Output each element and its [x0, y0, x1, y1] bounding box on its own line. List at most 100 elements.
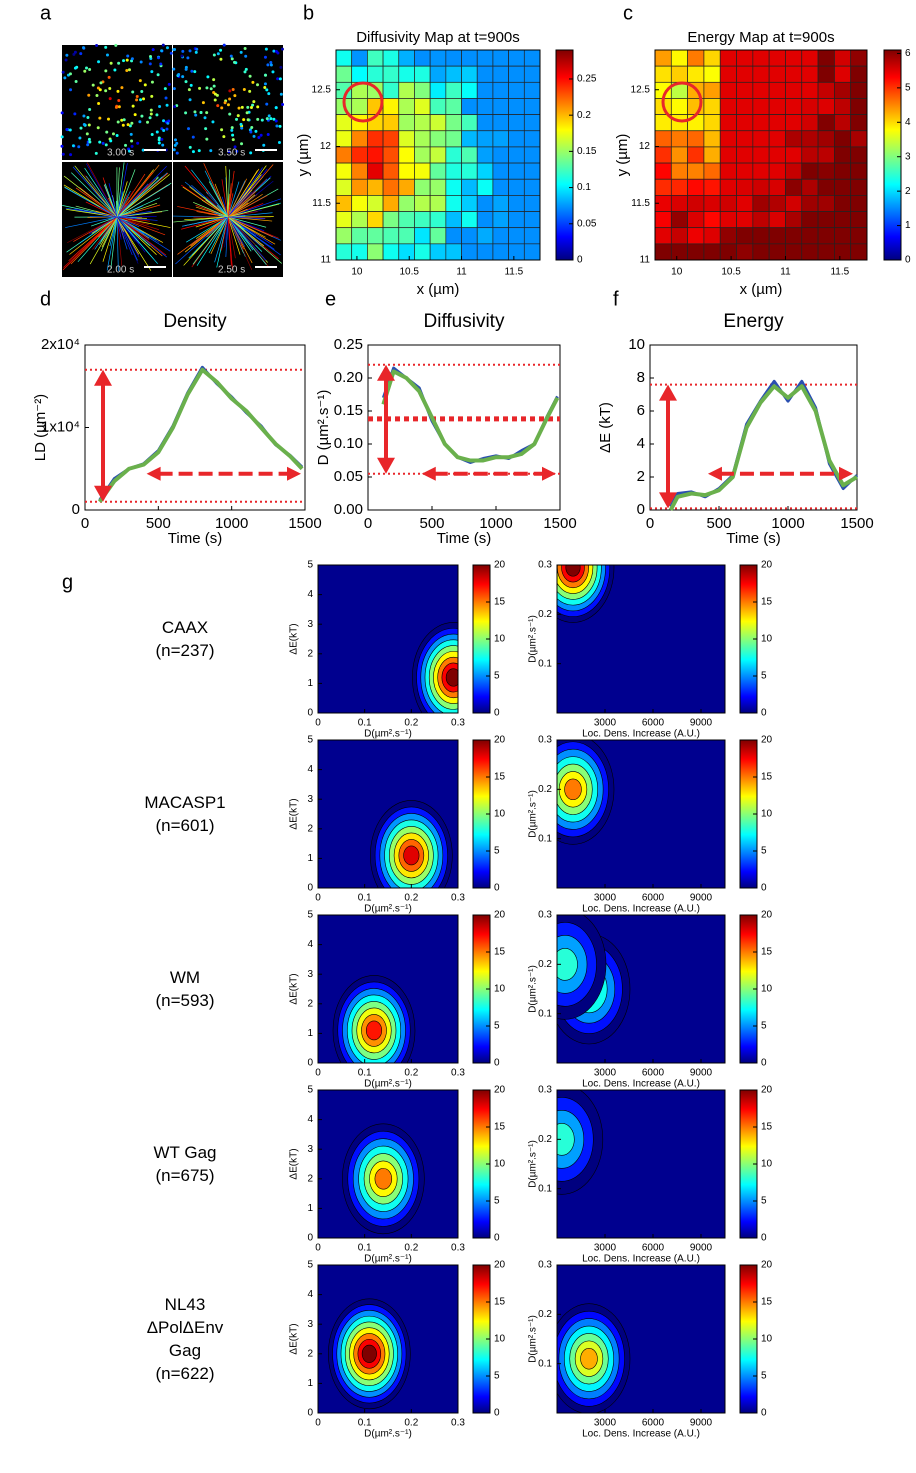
map-cell: [703, 195, 721, 212]
map-cell: [461, 130, 478, 148]
x-axis-label: D(µm².s⁻¹): [364, 1079, 412, 1090]
x-tick-label: 6000: [642, 1068, 665, 1079]
track: [106, 216, 118, 271]
track: [205, 86, 209, 90]
map-cell: [445, 130, 462, 148]
map-cell: [461, 162, 478, 180]
track: [265, 88, 269, 92]
track: [209, 87, 213, 91]
map-cell: [719, 98, 737, 115]
map-cell: [850, 49, 868, 67]
x-axis-label: Loc. Dens. Increase (A.U.): [582, 1429, 700, 1440]
y-tick-label: 2: [307, 823, 313, 834]
map-cell: [508, 114, 525, 132]
map-cell: [817, 211, 835, 229]
track: [155, 113, 159, 117]
map-cell: [351, 178, 368, 196]
contour-group: [342, 1123, 425, 1235]
plot-frame: [317, 739, 459, 889]
map-cell: [461, 243, 478, 261]
track: [100, 216, 118, 252]
track: [108, 86, 112, 90]
track: [98, 116, 102, 120]
map-cell: [703, 114, 721, 132]
map-cell: [801, 146, 819, 164]
map-cell: [382, 227, 400, 245]
map-cell: [398, 65, 415, 83]
map-cell: [445, 65, 462, 83]
track: [95, 43, 99, 47]
y-axis-label: D(µm².s⁻¹): [528, 790, 539, 838]
colorbar-tick-label: 0: [761, 883, 767, 894]
map-cell: [703, 178, 721, 196]
track: [109, 216, 118, 247]
map-cell: [817, 178, 835, 196]
plot-frame: [335, 49, 541, 261]
track: [278, 77, 282, 81]
track: [279, 65, 283, 69]
map-cell: [414, 65, 431, 83]
x-tick-label: 0: [81, 515, 89, 532]
y-tick-label: 0: [307, 708, 313, 719]
track: [116, 120, 120, 124]
map-cell: [492, 195, 509, 212]
x-tick-label: 0: [315, 718, 321, 729]
track: [227, 193, 234, 218]
map-title: Energy Map at t=900s: [687, 29, 834, 46]
track: [120, 118, 124, 122]
y-tick-label: 1: [307, 1378, 313, 1389]
track: [227, 216, 267, 261]
track: [105, 130, 109, 134]
track: [121, 123, 125, 127]
track: [140, 90, 144, 94]
track: [86, 163, 118, 218]
track: [73, 50, 77, 54]
x-tick-label: 1000: [215, 515, 248, 532]
map-cell: [834, 114, 852, 132]
y-tick-label: 0: [72, 501, 80, 518]
track: [212, 53, 216, 57]
map-cell: [654, 211, 672, 229]
track: [140, 114, 144, 118]
track: [130, 57, 134, 61]
y-tick-label: 5: [307, 560, 313, 571]
map-cell: [335, 178, 353, 196]
track: [135, 94, 139, 98]
y-tick-label: 0.2: [538, 609, 552, 620]
track: [113, 68, 117, 72]
track: [116, 216, 122, 240]
y-tick-label: 0.1: [538, 833, 552, 844]
track: [227, 195, 268, 218]
map-cell: [736, 195, 754, 212]
track: [227, 167, 263, 218]
map-cell: [752, 243, 770, 261]
map-cell: [850, 162, 868, 180]
map-cell: [335, 49, 353, 67]
map-cell: [834, 227, 852, 245]
track: [240, 142, 244, 146]
map-cell: [785, 65, 803, 83]
map-cell: [476, 98, 494, 115]
map-cell: [335, 65, 353, 83]
track: [281, 103, 285, 107]
map-cell: [752, 162, 770, 180]
map-cell: [414, 81, 431, 99]
track: [267, 114, 271, 118]
track: [116, 216, 123, 266]
colorbar-tick-label: 0: [494, 883, 500, 894]
colorbar-tick-label: 15: [761, 1122, 773, 1133]
map-cell: [351, 146, 368, 164]
map-cell: [719, 81, 737, 99]
map-cell: [382, 195, 400, 212]
track: [148, 116, 152, 120]
x-tick-label: 0.2: [404, 1243, 418, 1254]
track: [108, 183, 118, 218]
map-cell: [752, 98, 770, 115]
track: [163, 87, 167, 91]
map-cell: [736, 243, 754, 261]
track: [205, 111, 209, 115]
track: [150, 132, 154, 136]
track: [82, 114, 86, 118]
track: [157, 136, 161, 140]
x-axis-label: Loc. Dens. Increase (A.U.): [582, 729, 700, 740]
